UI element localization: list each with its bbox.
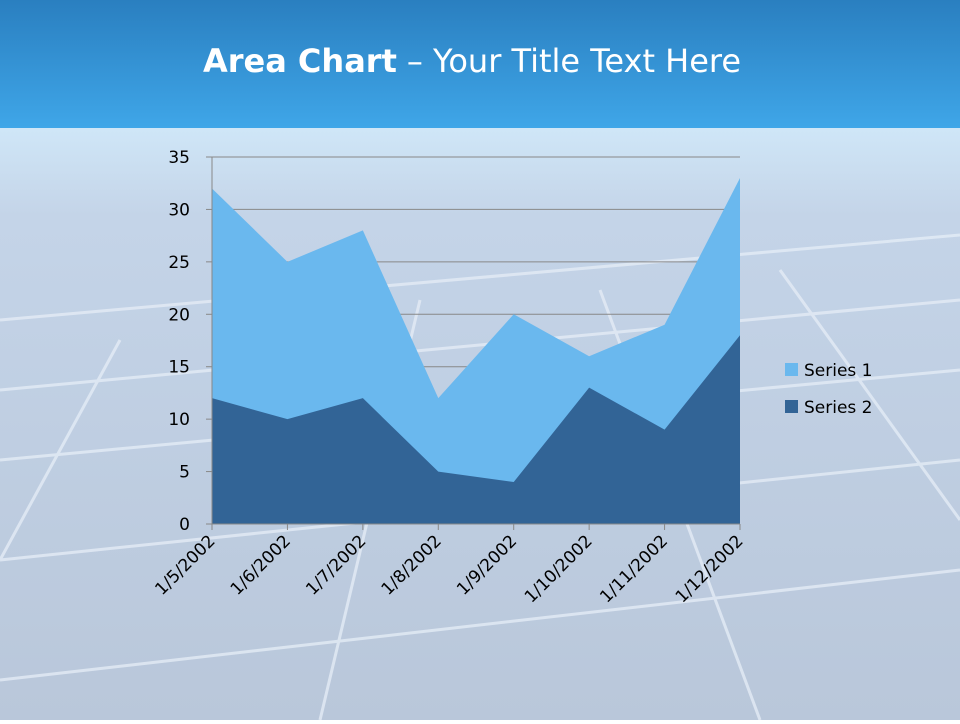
y-tick-label: 0 <box>179 515 190 535</box>
title-band <box>0 0 960 128</box>
y-tick-label: 35 <box>168 148 190 168</box>
legend-swatch <box>785 400 798 413</box>
y-tick-label: 30 <box>168 200 190 220</box>
title-rest: – Your Title Text Here <box>407 42 741 80</box>
legend-label: Series 1 <box>804 361 873 381</box>
y-tick-label: 5 <box>179 463 190 483</box>
legend-label: Series 2 <box>804 398 873 418</box>
y-tick-label: 15 <box>168 358 190 378</box>
legend-swatch <box>785 363 798 376</box>
slide-title: Area Chart – Your Title Text Here <box>203 42 741 80</box>
y-tick-label: 20 <box>168 305 190 325</box>
y-tick-label: 25 <box>168 253 190 273</box>
title-bold: Area Chart <box>203 42 397 80</box>
area <box>212 335 740 524</box>
y-tick-label: 10 <box>168 410 190 430</box>
